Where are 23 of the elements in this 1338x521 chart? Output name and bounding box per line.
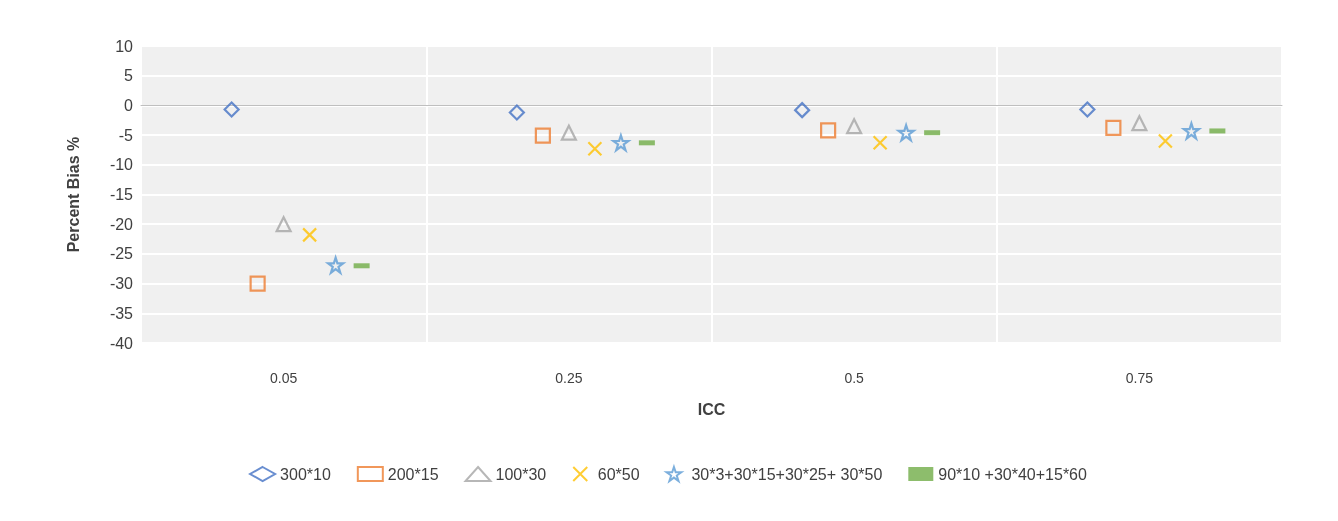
x-tick-label: 0.5	[844, 370, 865, 386]
legend-label: 300*10	[280, 465, 331, 483]
legend-label: 30*3+30*15+30*25+ 30*50	[691, 465, 883, 483]
x-tick-label: 0.75	[1125, 370, 1154, 386]
x-tick-label: 0.05	[270, 370, 298, 386]
y-tick-label: -20	[109, 215, 134, 233]
y-axis-title: Percent Bias %	[64, 136, 82, 253]
x-tick-label: 0.25	[555, 370, 583, 386]
y-tick-label: -10	[109, 156, 134, 174]
legend-label: 100*30	[495, 465, 547, 483]
y-tick-label: 0	[124, 96, 134, 114]
y-tick-label: -5	[118, 126, 134, 144]
y-tick-label: 5	[124, 67, 134, 85]
y-tick-label: -15	[109, 186, 134, 203]
y-tick-label: 10	[115, 37, 134, 55]
y-tick-label: -40	[109, 334, 134, 352]
legend-label: 60*50	[597, 465, 640, 483]
x-axis-title: ICC	[697, 400, 726, 418]
legend-label: 200*15	[387, 465, 439, 483]
y-tick-label: -30	[109, 275, 134, 293]
y-tick-label: -35	[109, 304, 134, 322]
y-tick-label: -25	[109, 245, 134, 263]
legend-label: 90*10 +30*40+15*60	[938, 465, 1087, 483]
